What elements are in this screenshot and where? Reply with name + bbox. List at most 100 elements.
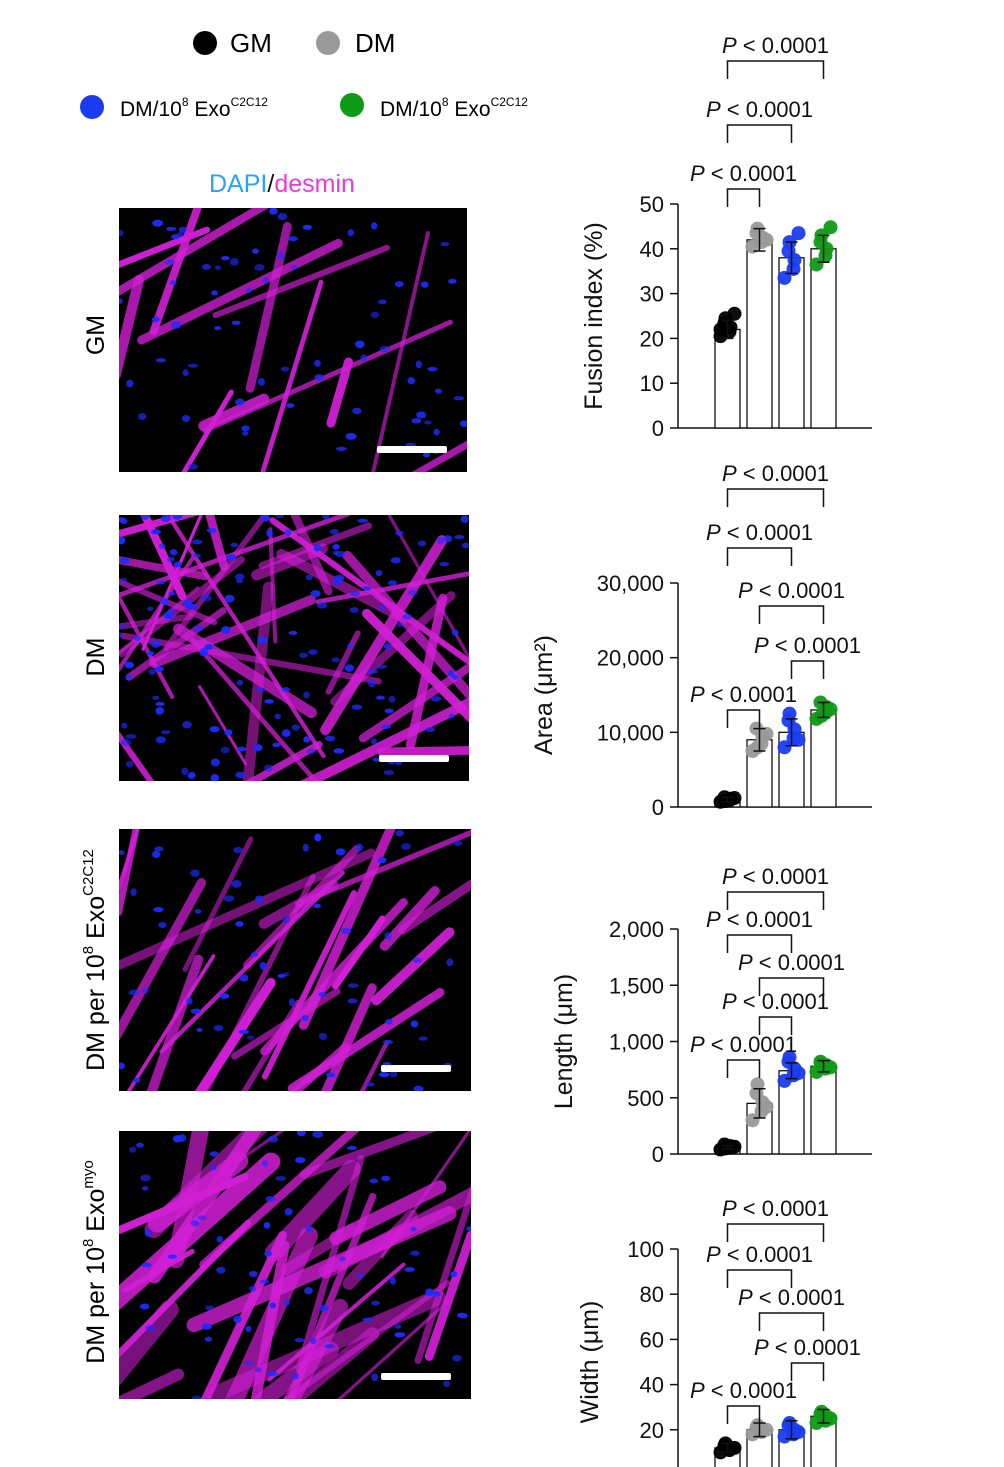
nucleus xyxy=(288,630,298,635)
data-point xyxy=(782,1050,797,1065)
nucleus xyxy=(331,657,341,663)
nucleus xyxy=(362,586,372,591)
nucleus xyxy=(310,1337,317,1345)
nucleus xyxy=(432,1291,441,1297)
nucleus xyxy=(268,1135,279,1143)
nucleus xyxy=(211,290,218,296)
myotube-fiber xyxy=(359,1040,390,1091)
nucleus xyxy=(173,561,182,568)
nucleus xyxy=(124,661,135,669)
myotube-fiber xyxy=(325,630,361,695)
charts: 0 10 20 30 40 50 Fusion index (%) P < 0.0001 P <… xyxy=(530,33,872,1467)
myotube-fiber xyxy=(205,515,229,572)
nucleus xyxy=(214,325,221,331)
data-point xyxy=(777,270,792,285)
myotube-fiber xyxy=(119,578,218,626)
p-value-label: P < 0.0001 xyxy=(754,633,861,658)
bracket-line xyxy=(726,891,825,910)
myotube-fiber xyxy=(119,586,200,656)
nucleus xyxy=(401,843,411,850)
nucleus xyxy=(466,1226,471,1232)
y-tick-label: 0 xyxy=(652,416,664,441)
nucleus xyxy=(448,278,457,284)
myotube-fiber xyxy=(119,555,245,658)
nucleus xyxy=(316,602,328,609)
legend-label-dm: DM xyxy=(355,28,395,58)
nucleus xyxy=(448,713,455,719)
nucleus xyxy=(125,734,137,739)
nucleus xyxy=(413,1085,424,1091)
bracket-line xyxy=(726,547,793,566)
nucleus xyxy=(158,543,166,550)
nucleus xyxy=(202,263,211,270)
nucleus xyxy=(160,515,171,523)
nucleus xyxy=(167,608,175,614)
nucleus xyxy=(216,1266,226,1274)
significance-bracket: P < 0.0001 xyxy=(706,520,813,566)
nucleus xyxy=(182,721,192,729)
nucleus xyxy=(126,379,134,388)
nucleus xyxy=(155,706,164,715)
nucleus xyxy=(236,679,244,686)
nucleus xyxy=(119,632,124,638)
data-point xyxy=(791,1425,806,1440)
nucleus xyxy=(192,539,203,545)
data-point xyxy=(823,702,838,717)
nucleus xyxy=(284,529,292,536)
y-tick-label: 80 xyxy=(640,1282,664,1307)
nucleus xyxy=(206,527,217,533)
chart-3: 0 500 1,000 1,500 2,000 Length (μm) P < 0.0001… xyxy=(550,864,872,1167)
nucleus xyxy=(314,359,321,367)
y-tick-label: 20,000 xyxy=(597,646,664,671)
significance-bracket: P < 0.0001 xyxy=(690,682,797,728)
nucleus xyxy=(167,556,175,563)
nucleus xyxy=(335,848,346,856)
nucleus xyxy=(418,1036,428,1041)
nucleus xyxy=(377,299,387,305)
nucleus xyxy=(145,1324,156,1332)
nucleus xyxy=(313,903,321,909)
nucleus xyxy=(269,1302,277,1309)
nucleus xyxy=(377,856,387,864)
nucleus xyxy=(119,298,123,305)
nucleus xyxy=(182,369,189,377)
data-point xyxy=(727,1139,742,1154)
myotube-fiber xyxy=(260,279,324,472)
nucleus xyxy=(456,1312,466,1318)
significance-bracket: P < 0.0001 xyxy=(722,989,829,1035)
nucleus xyxy=(257,636,268,644)
nucleus xyxy=(357,518,368,523)
nucleus xyxy=(250,952,259,957)
nucleus xyxy=(168,591,176,596)
nucleus xyxy=(390,557,401,564)
nucleus xyxy=(460,420,467,428)
nucleus xyxy=(443,1380,451,1387)
nucleus xyxy=(433,428,440,436)
myotube-fiber xyxy=(119,554,196,673)
nucleus xyxy=(329,529,340,535)
nucleus xyxy=(245,1325,252,1333)
nucleus xyxy=(274,713,281,720)
nucleus xyxy=(394,1324,402,1329)
nucleus xyxy=(140,1174,151,1182)
nucleus xyxy=(427,366,438,372)
bracket-line xyxy=(726,1223,825,1242)
myotube-fiber xyxy=(261,890,357,1080)
myotube-fiber xyxy=(119,730,155,781)
legend-marker-gm xyxy=(193,31,217,55)
nucleus xyxy=(308,649,318,655)
nucleus xyxy=(288,236,298,242)
nucleus xyxy=(450,1271,458,1278)
nucleus xyxy=(425,1288,434,1297)
bracket-line xyxy=(758,1312,825,1331)
y-tick-label: 50 xyxy=(640,192,664,217)
nucleus xyxy=(187,363,199,368)
nucleus xyxy=(119,850,125,856)
nucleus xyxy=(366,668,378,675)
y-tick-label: 60 xyxy=(640,1327,664,1352)
nucleus xyxy=(310,590,321,598)
myotube-fiber xyxy=(287,987,445,1091)
nucleus xyxy=(142,987,149,994)
nucleus xyxy=(238,1029,250,1034)
nucleus xyxy=(276,251,285,260)
